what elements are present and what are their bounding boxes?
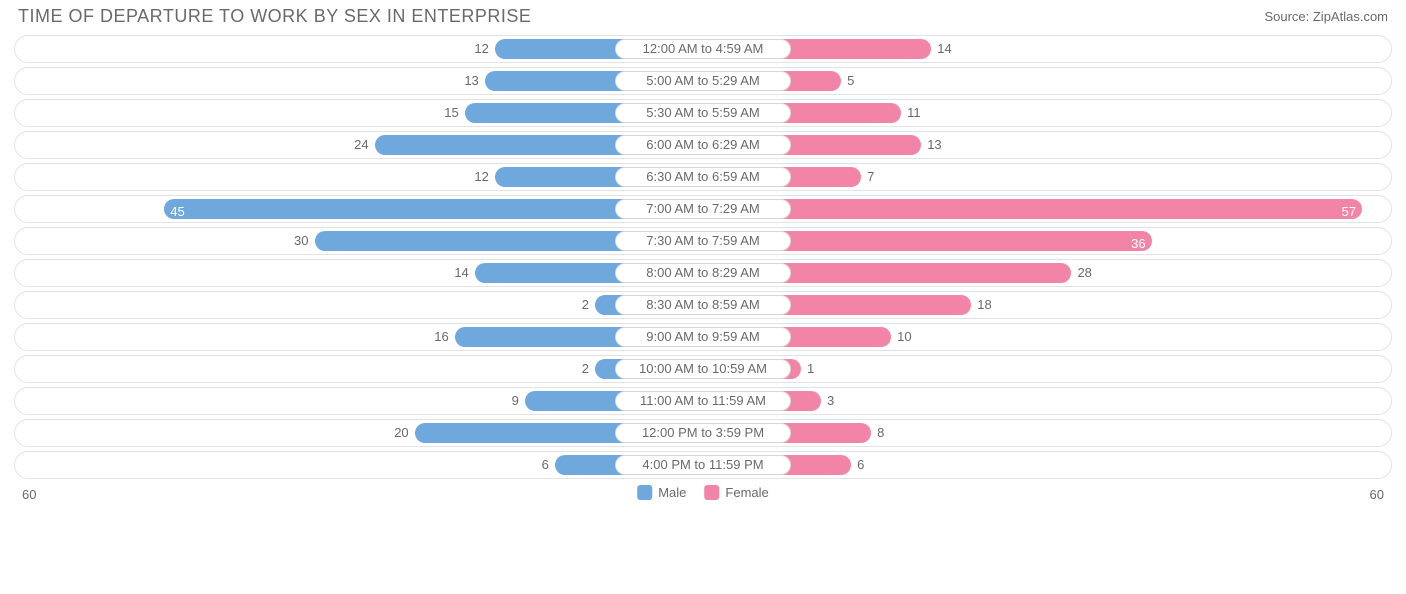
row-label: 8:00 AM to 8:29 AM <box>615 263 791 283</box>
row-label: 5:00 AM to 5:29 AM <box>615 71 791 91</box>
legend-swatch-female <box>704 485 719 500</box>
value-female: 1 <box>807 361 814 376</box>
axis-max-right: 60 <box>1370 487 1384 502</box>
value-female: 6 <box>857 457 864 472</box>
legend-label-male: Male <box>658 485 686 500</box>
chart-row: 13 5 5:00 AM to 5:29 AM <box>14 67 1392 95</box>
value-female: 28 <box>1077 265 1091 280</box>
legend: Male Female <box>637 485 769 500</box>
chart-row: 9 3 11:00 AM to 11:59 AM <box>14 387 1392 415</box>
row-track: 2 1 10:00 AM to 10:59 AM <box>14 355 1392 383</box>
legend-item-female: Female <box>704 485 768 500</box>
row-track: 15 11 5:30 AM to 5:59 AM <box>14 99 1392 127</box>
chart-row: 45 57 7:00 AM to 7:29 AM <box>14 195 1392 223</box>
chart-row: 2 18 8:30 AM to 8:59 AM <box>14 291 1392 319</box>
value-male: 30 <box>294 233 308 248</box>
chart-row: 14 28 8:00 AM to 8:29 AM <box>14 259 1392 287</box>
row-track: 20 8 12:00 PM to 3:59 PM <box>14 419 1392 447</box>
row-label: 7:00 AM to 7:29 AM <box>615 199 791 219</box>
row-label: 7:30 AM to 7:59 AM <box>615 231 791 251</box>
row-track: 9 3 11:00 AM to 11:59 AM <box>14 387 1392 415</box>
row-track: 12 14 12:00 AM to 4:59 AM <box>14 35 1392 63</box>
chart-row: 16 10 9:00 AM to 9:59 AM <box>14 323 1392 351</box>
value-male: 24 <box>354 137 368 152</box>
value-male: 14 <box>454 265 468 280</box>
chart-area: 121412:00 AM to 4:59 AM1355:00 AM to 5:2… <box>0 35 1406 479</box>
header: TIME OF DEPARTURE TO WORK BY SEX IN ENTE… <box>0 0 1406 35</box>
chart-row: 30 36 7:30 AM to 7:59 AM <box>14 227 1392 255</box>
value-female: 11 <box>907 105 921 120</box>
row-track: 12 7 6:30 AM to 6:59 AM <box>14 163 1392 191</box>
row-track: 24 13 6:00 AM to 6:29 AM <box>14 131 1392 159</box>
value-female: 36 <box>1131 236 1145 251</box>
row-label: 4:00 PM to 11:59 PM <box>615 455 791 475</box>
chart-row: 6 6 4:00 PM to 11:59 PM <box>14 451 1392 479</box>
row-track: 45 57 7:00 AM to 7:29 AM <box>14 195 1392 223</box>
value-male: 16 <box>434 329 448 344</box>
legend-item-male: Male <box>637 485 686 500</box>
value-female: 10 <box>897 329 911 344</box>
row-track: 6 6 4:00 PM to 11:59 PM <box>14 451 1392 479</box>
value-female: 13 <box>927 137 941 152</box>
value-female: 18 <box>977 297 991 312</box>
value-female: 8 <box>877 425 884 440</box>
value-female: 57 <box>1341 204 1355 219</box>
row-label: 5:30 AM to 5:59 AM <box>615 103 791 123</box>
value-male: 20 <box>394 425 408 440</box>
value-male: 12 <box>474 169 488 184</box>
value-male: 15 <box>444 105 458 120</box>
chart-row: 24 13 6:00 AM to 6:29 AM <box>14 131 1392 159</box>
source-label: Source: ZipAtlas.com <box>1264 9 1388 24</box>
legend-swatch-male <box>637 485 652 500</box>
row-track: 16 10 9:00 AM to 9:59 AM <box>14 323 1392 351</box>
row-label: 6:30 AM to 6:59 AM <box>615 167 791 187</box>
chart-row: 2 1 10:00 AM to 10:59 AM <box>14 355 1392 383</box>
row-track: 14 28 8:00 AM to 8:29 AM <box>14 259 1392 287</box>
value-female: 3 <box>827 393 834 408</box>
value-male: 9 <box>512 393 519 408</box>
axis-max-left: 60 <box>22 487 36 502</box>
value-male: 2 <box>582 361 589 376</box>
row-label: 6:00 AM to 6:29 AM <box>615 135 791 155</box>
row-label: 10:00 AM to 10:59 AM <box>615 359 791 379</box>
value-male: 13 <box>464 73 478 88</box>
chart-title: TIME OF DEPARTURE TO WORK BY SEX IN ENTE… <box>18 6 531 27</box>
value-female: 5 <box>847 73 854 88</box>
value-male: 6 <box>542 457 549 472</box>
legend-label-female: Female <box>725 485 768 500</box>
row-track: 2 18 8:30 AM to 8:59 AM <box>14 291 1392 319</box>
chart-footer: 60 Male Female 60 <box>0 483 1406 509</box>
row-label: 11:00 AM to 11:59 AM <box>615 391 791 411</box>
value-male: 2 <box>582 297 589 312</box>
row-label: 9:00 AM to 9:59 AM <box>615 327 791 347</box>
row-track: 13 5 5:00 AM to 5:29 AM <box>14 67 1392 95</box>
value-male: 12 <box>474 41 488 56</box>
value-female: 14 <box>937 41 951 56</box>
row-label: 12:00 PM to 3:59 PM <box>615 423 791 443</box>
row-track: 30 36 7:30 AM to 7:59 AM <box>14 227 1392 255</box>
value-female: 7 <box>867 169 874 184</box>
chart-row: 12 7 6:30 AM to 6:59 AM <box>14 163 1392 191</box>
row-label: 12:00 AM to 4:59 AM <box>615 39 791 59</box>
chart-row: 12 14 12:00 AM to 4:59 AM <box>14 35 1392 63</box>
chart-row: 15 11 5:30 AM to 5:59 AM <box>14 99 1392 127</box>
row-label: 8:30 AM to 8:59 AM <box>615 295 791 315</box>
value-male: 45 <box>170 204 184 219</box>
chart-row: 20 8 12:00 PM to 3:59 PM <box>14 419 1392 447</box>
bar-female: 57 <box>703 199 1362 219</box>
